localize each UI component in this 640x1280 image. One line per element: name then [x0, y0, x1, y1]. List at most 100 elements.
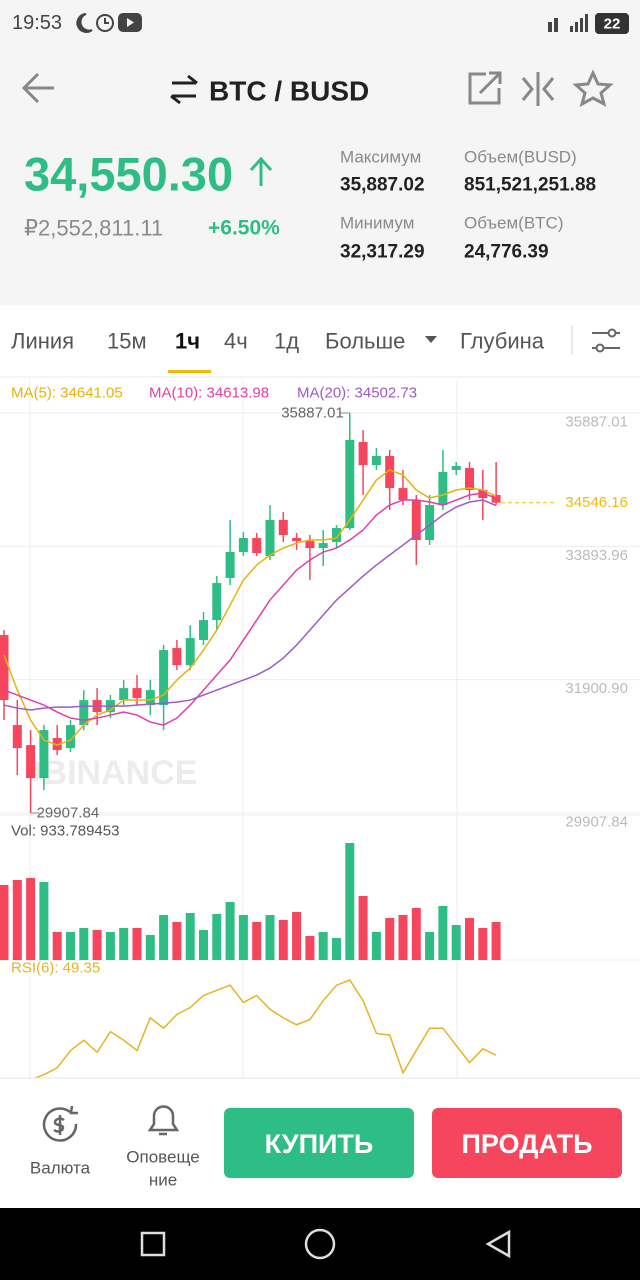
volume-bar: [358, 895, 368, 960]
sell-button[interactable]: [432, 1108, 622, 1178]
candle-body: [252, 538, 262, 554]
tab[interactable]: 15м: [107, 329, 147, 354]
ma-line: [3, 499, 497, 711]
candle-body: [371, 456, 381, 466]
volume-bar: [159, 914, 169, 960]
tab-indicator: [168, 370, 211, 373]
candle-body: [358, 442, 368, 466]
fiat-price: ₽2,552,811.11: [24, 216, 163, 241]
price-change: +6.50%: [208, 217, 280, 240]
volume-bar: [478, 928, 488, 960]
candle-body: [478, 489, 488, 499]
candle-body: [66, 725, 75, 749]
sell-label[interactable]: ПРОДАТЬ: [462, 1129, 593, 1159]
currency-icon[interactable]: [42, 1105, 78, 1142]
volume-bar: [132, 928, 142, 960]
currency-label[interactable]: Валюта: [30, 1159, 91, 1178]
volume-bar: [385, 918, 395, 960]
ma-line: [3, 492, 497, 726]
volume-bar: [305, 935, 315, 960]
candle-body: [451, 466, 461, 470]
candle-body: [145, 690, 155, 706]
volume-bar: [225, 902, 235, 960]
last-price: 34,550.30: [24, 148, 233, 201]
alert-label[interactable]: Оповеще: [126, 1148, 199, 1167]
swap-icon[interactable]: [170, 74, 198, 105]
volume-bar: [39, 881, 49, 960]
status-icons: [76, 13, 142, 33]
volume-bar: [345, 843, 355, 960]
buy-button[interactable]: [224, 1108, 414, 1178]
tab[interactable]: 4ч: [224, 329, 248, 354]
alert-label[interactable]: ние: [149, 1171, 177, 1190]
rsi-label: RSI(6): 49.35: [11, 960, 100, 977]
chart: 35887.01 33893.96 31900.90 29907.84 MA(5): 3…: [0, 385, 640, 1078]
volume-bar: [411, 907, 421, 960]
volume-bar: [52, 932, 62, 960]
nav-buttons[interactable]: [140, 1228, 511, 1260]
back-button[interactable]: [21, 72, 54, 104]
chart-settings[interactable]: [592, 328, 620, 353]
volume-bar: [105, 932, 115, 960]
buy-label[interactable]: КУПИТЬ: [265, 1129, 374, 1159]
volume-bar: [79, 928, 89, 960]
candle-body: [225, 552, 235, 579]
candle-body: [292, 538, 302, 542]
y-tick-label: 29907.84: [565, 814, 628, 831]
candle-body: [345, 440, 355, 529]
volume-bar: [212, 914, 222, 960]
candle-body: [39, 730, 49, 779]
volume-bar: [318, 932, 328, 960]
tab[interactable]: Больше: [325, 329, 405, 354]
high-label: 35887.01: [281, 404, 344, 421]
candle-body: [438, 471, 448, 506]
volume-bar: [398, 914, 408, 960]
tab[interactable]: 1д: [274, 329, 299, 354]
volume-bar: [238, 914, 248, 960]
rsi-line: [33, 979, 497, 1078]
volume-bar: [252, 921, 262, 960]
y-tick-label: 31900.90: [565, 680, 628, 697]
candle-body: [52, 738, 62, 751]
battery-level: 22: [604, 16, 621, 33]
volume-bar: [66, 932, 75, 960]
stat-value: 851,521,251.88: [464, 175, 596, 196]
volume-bar: [145, 935, 155, 960]
volume-bar: [425, 932, 435, 960]
candle-body: [465, 468, 474, 490]
header-actions[interactable]: [468, 69, 614, 108]
candle-body: [491, 495, 501, 503]
candle-body: [411, 500, 421, 541]
candle-body: [172, 648, 182, 666]
stat-label: Минимум: [340, 214, 414, 233]
low-label: 29907.84: [37, 805, 100, 822]
candle-body: [185, 638, 195, 666]
tab[interactable]: Глубина: [460, 329, 545, 354]
candle-body: [12, 725, 22, 749]
candle-body: [26, 745, 36, 779]
volume-bar: [278, 919, 288, 960]
ma-line: [3, 469, 497, 746]
battery: [595, 13, 629, 34]
candle-body: [132, 688, 142, 699]
volume-bar: [332, 937, 341, 960]
volume-bar: [12, 879, 22, 960]
volume-bar: [172, 921, 182, 960]
candle-body: [199, 620, 208, 641]
volume-bar: [465, 918, 474, 960]
candle-body: [79, 700, 89, 726]
y-tick-label: 35887.01: [565, 413, 628, 430]
candle-body: [159, 650, 169, 706]
tab[interactable]: 1ч: [175, 329, 200, 354]
volume-bar: [92, 930, 102, 960]
candle-body: [398, 488, 408, 501]
volume-bar: [371, 932, 381, 960]
stat-value: 35,887.02: [340, 175, 425, 196]
tab[interactable]: Линия: [11, 329, 74, 354]
stat-label: Максимум: [340, 148, 421, 167]
alert-icon[interactable]: [147, 1105, 180, 1136]
candle-body: [238, 538, 248, 553]
stat-label: Объем(BUSD): [464, 148, 577, 167]
